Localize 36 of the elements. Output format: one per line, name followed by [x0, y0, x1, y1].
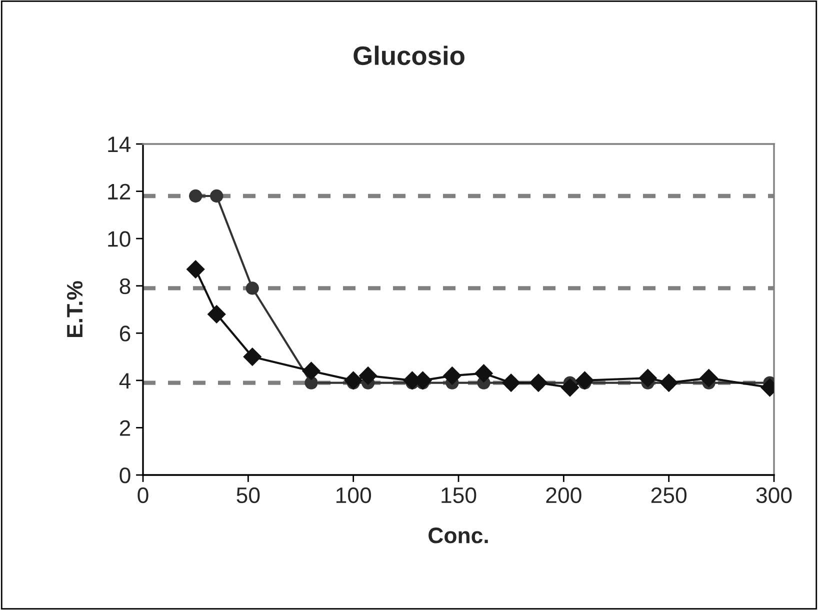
point: [188, 189, 202, 203]
x-tick-label: 150: [442, 487, 476, 504]
x-tick-label: 300: [756, 487, 792, 504]
point: [474, 364, 494, 383]
point: [207, 304, 226, 324]
point: [699, 368, 718, 388]
x-tick-label: 50: [236, 487, 260, 504]
point: [638, 368, 658, 388]
point: [529, 373, 548, 392]
point: [243, 347, 262, 366]
chart-title: Glucosio: [354, 46, 464, 66]
x-tick-label: 0: [138, 487, 148, 504]
x-tick-label: 200: [546, 487, 582, 504]
point: [246, 282, 259, 295]
y-tick-label: 4: [119, 373, 131, 388]
y-tick-label: 6: [120, 326, 130, 342]
y-tick-label: 2: [120, 420, 130, 436]
y-tick-label: 10: [108, 231, 130, 247]
point: [302, 362, 321, 380]
y-tick-label: 14: [108, 136, 131, 152]
x-axis-title: Conc.: [428, 528, 488, 544]
x-tick-label: 100: [336, 487, 372, 504]
point: [560, 378, 580, 397]
point: [502, 373, 520, 392]
point: [344, 371, 363, 390]
point: [210, 189, 224, 203]
point: [442, 366, 462, 386]
point: [358, 366, 378, 386]
y-axis-title: E.T.%: [66, 281, 83, 338]
y-tick-label: 8: [120, 278, 130, 294]
y-tick-label: 0: [120, 468, 130, 484]
x-tick-label: 250: [651, 487, 687, 504]
y-tick-label: 12: [108, 184, 130, 200]
point: [575, 371, 594, 390]
point: [186, 260, 205, 279]
point: [660, 373, 678, 392]
